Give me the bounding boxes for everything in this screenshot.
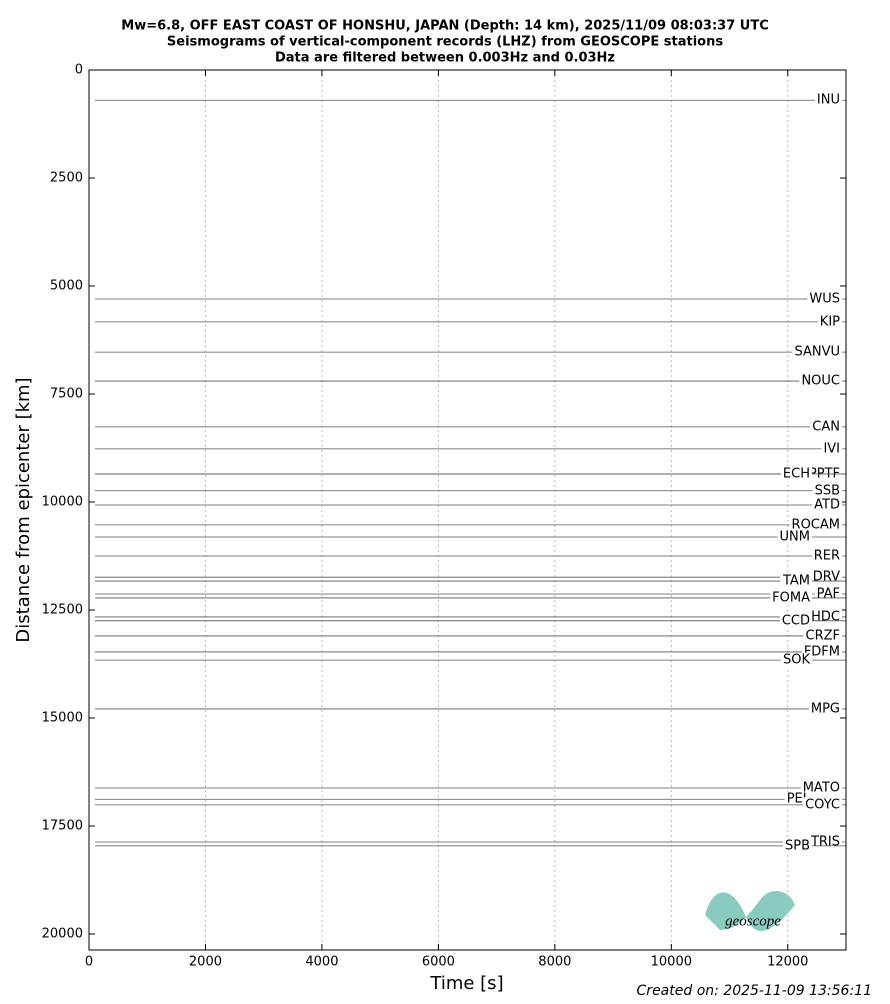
station-label: UNM — [780, 530, 810, 545]
label-bg — [821, 441, 842, 457]
station-label: CRZF — [806, 628, 841, 643]
station-label: FDFM — [804, 644, 840, 659]
y-tick-label: 20000 — [42, 927, 83, 942]
x-tick-label: 8000 — [538, 955, 571, 970]
label-bg — [770, 590, 813, 606]
station-label: CAN — [812, 419, 840, 434]
station-label: IVI — [823, 441, 840, 456]
x-tick-label: 6000 — [422, 955, 455, 970]
station-label: SPB — [785, 838, 810, 853]
label-bg — [799, 373, 842, 389]
logo-shape — [705, 890, 795, 932]
label-bg — [812, 483, 842, 499]
label-bg — [808, 701, 842, 717]
logo-text: geoscope — [725, 913, 781, 929]
y-tick-label: 17500 — [42, 819, 83, 834]
y-tick-label: 10000 — [42, 495, 83, 510]
footer: Created on: 2025-11-09 13:56:11 — [637, 983, 872, 999]
station-label: COYC — [805, 797, 840, 812]
station-label: ROCAM — [792, 517, 840, 532]
y-tick-label: 15000 — [42, 711, 83, 726]
x-tick-label: 10000 — [651, 955, 692, 970]
x-tick-label: 2000 — [189, 955, 222, 970]
plot-frame — [88, 69, 847, 951]
station-label: MPG — [811, 701, 840, 716]
label-bg — [782, 838, 812, 854]
station-label: RER — [814, 549, 840, 564]
y-axis-label: Distance from epicenter [km] — [13, 377, 34, 642]
station-label: SANVU — [794, 345, 840, 360]
label-bg — [811, 548, 842, 564]
y-tick-label: 0 — [75, 63, 83, 78]
label-bg — [803, 628, 842, 644]
station-label: FOMA — [772, 590, 810, 605]
label-bg — [780, 466, 812, 482]
label-bg — [810, 419, 842, 435]
label-bg — [817, 314, 843, 330]
station-label: ATD — [814, 498, 840, 513]
station-label: SSB — [815, 483, 840, 498]
station-label: HDC — [811, 609, 840, 624]
label-bg — [789, 517, 842, 533]
station-label: INU — [817, 93, 840, 108]
label-bg — [779, 573, 812, 589]
label-bg — [779, 613, 812, 629]
station-label: KIP — [820, 314, 840, 329]
title-line: Mw=6.8, OFF EAST COAST OF HONSHU, JAPAN … — [121, 19, 768, 34]
y-tick-label: 12500 — [42, 603, 83, 618]
x-tick-label: 0 — [85, 955, 93, 970]
station-label: WUS — [809, 291, 840, 306]
station-label: ECH — [783, 466, 810, 481]
label-bg — [812, 497, 842, 513]
x-tick-label: 4000 — [305, 955, 338, 970]
label-bg — [814, 92, 842, 108]
title-line: Data are filtered between 0.003Hz and 0.… — [275, 51, 615, 66]
label-bg — [777, 529, 812, 545]
station-label: CCD — [782, 613, 810, 628]
label-bg — [807, 291, 842, 307]
label-bg — [803, 797, 842, 813]
station-label: PAF — [817, 587, 840, 602]
station-label: TAM — [782, 574, 810, 589]
station-label: SOK — [783, 653, 810, 668]
y-tick-label: 2500 — [50, 171, 83, 186]
logo: geoscope — [705, 890, 795, 932]
x-tick-label: 12000 — [767, 955, 808, 970]
y-tick-label: 7500 — [50, 387, 83, 402]
label-bg — [780, 652, 813, 668]
station-label: NOUC — [801, 374, 840, 389]
y-tick-label: 5000 — [50, 279, 83, 294]
station-label: TRIS — [810, 834, 840, 849]
title-line: Seismograms of vertical-component record… — [167, 35, 723, 50]
station-label: DRV — [813, 570, 840, 585]
label-bg — [792, 344, 842, 360]
x-axis-label: Time [s] — [429, 973, 503, 994]
